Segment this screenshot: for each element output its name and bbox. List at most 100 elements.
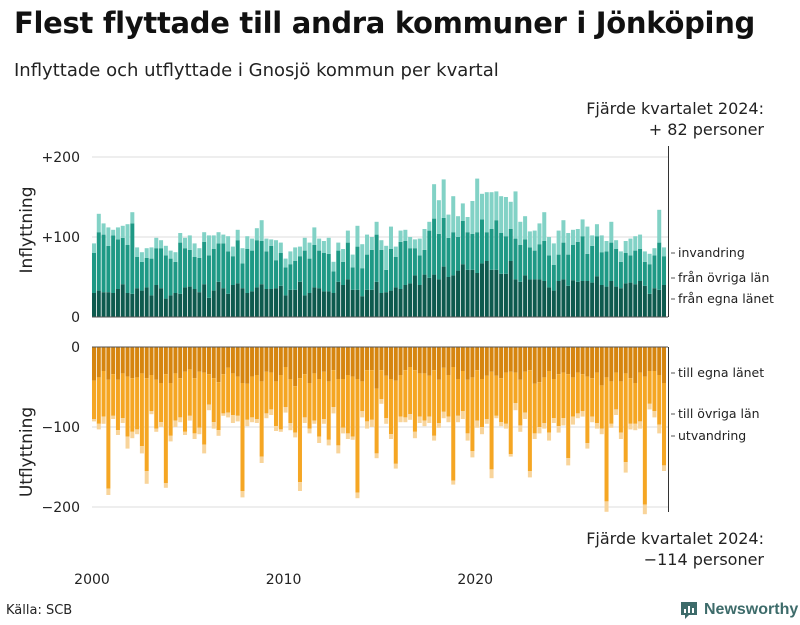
inflow-bar-invandring <box>398 230 403 242</box>
inflow-bar-egna <box>269 289 274 317</box>
outflow-bar-utvandring <box>642 504 647 515</box>
inflow-bar-invandring <box>369 237 374 250</box>
outflow-bar-ovriga <box>159 383 164 423</box>
outflow-bar-egna <box>532 347 537 384</box>
outflow-bar-ovriga <box>216 382 221 431</box>
inflow-bar-ovriga <box>269 245 274 289</box>
inflow-bar-egna <box>283 295 288 317</box>
outflow-bar-egna <box>240 347 245 383</box>
outflow-bar-ovriga <box>202 372 207 445</box>
inflow-bar-invandring <box>307 242 312 259</box>
outflow-bar-ovriga <box>211 378 216 423</box>
inflow-bar-ovriga <box>101 234 106 293</box>
inflow-bar-invandring <box>561 220 566 243</box>
outflow-bar-ovriga <box>144 378 149 471</box>
outflow-bar-egna <box>508 347 513 372</box>
inflow-bar-egna <box>163 298 168 317</box>
x-tick-label: 2000 <box>74 572 110 588</box>
outflow-bar-egna <box>494 347 499 376</box>
inflow-bar-egna <box>441 266 446 317</box>
outflow-bar-utvandring <box>226 412 231 418</box>
inflow-bar-ovriga <box>475 232 480 273</box>
inflow-bar-invandring <box>566 233 571 255</box>
inflow-bar-egna <box>96 290 101 317</box>
inflow-bar-egna <box>297 281 302 317</box>
inflow-bar-invandring <box>451 196 456 233</box>
inflow-bar-invandring <box>551 243 556 265</box>
inflow-bar-ovriga <box>623 253 628 284</box>
outflow-bar-egna <box>609 347 614 382</box>
outflow-bar-egna <box>484 347 489 376</box>
outflow-bar-utvandring <box>211 422 216 429</box>
outflow-bar-egna <box>297 347 302 379</box>
inflow-legend-label: invandring <box>678 245 745 260</box>
outflow-bar-utvandring <box>197 427 202 435</box>
inflow-bar-egna <box>633 284 638 317</box>
newsworthy-logo[interactable]: Newsworthy <box>679 600 798 620</box>
inflow-bar-invandring <box>250 238 255 251</box>
outflow-bar-ovriga <box>235 376 240 416</box>
outflow-axis-title: Utflyttning <box>17 407 37 497</box>
inflow-bar-ovriga <box>274 260 279 289</box>
outflow-bar-egna <box>489 347 494 372</box>
outflow-bar-utvandring <box>456 415 461 423</box>
outflow-bar-egna <box>360 347 365 382</box>
outflow-bar-egna <box>384 347 389 376</box>
outflow-bar-ovriga <box>192 378 197 434</box>
inflow-bar-ovriga <box>408 248 413 284</box>
outflow-bar-egna <box>503 347 508 373</box>
inflow-bar-ovriga <box>599 252 604 285</box>
outflow-bar-utvandring <box>192 433 197 439</box>
outflow-bar-utvandring <box>173 420 178 427</box>
inflow-bar-egna <box>642 285 647 317</box>
outflow-bar-utvandring <box>101 416 106 424</box>
outflow-bar-utvandring <box>369 419 374 427</box>
outflow-bar-utvandring <box>398 416 403 423</box>
inflow-bar-ovriga <box>652 255 657 289</box>
inflow-bar-invandring <box>642 251 647 262</box>
outflow-bar-utvandring <box>580 411 585 417</box>
outflow-bar-egna <box>441 347 446 368</box>
inflow-bar-ovriga <box>202 241 207 285</box>
callout-outflow-line2: −114 personer <box>643 550 764 569</box>
inflow-bar-ovriga <box>226 251 231 294</box>
inflow-bar-invandring <box>101 223 106 235</box>
inflow-bar-ovriga <box>154 248 159 285</box>
outflow-bar-ovriga <box>187 369 192 416</box>
inflow-bar-ovriga <box>139 261 144 291</box>
outflow-bar-utvandring <box>441 411 446 419</box>
inflow-bar-invandring <box>288 251 293 265</box>
inflow-bar-invandring <box>532 230 537 251</box>
outflow-bar-utvandring <box>537 427 542 434</box>
inflow-bar-ovriga <box>321 253 326 292</box>
inflow-bar-egna <box>139 290 144 317</box>
inflow-bar-egna <box>451 275 456 317</box>
inflow-bar-ovriga <box>374 234 379 282</box>
inflow-bar-ovriga <box>183 248 188 288</box>
inflow-bar-invandring <box>254 228 259 241</box>
inflow-bar-ovriga <box>499 233 504 274</box>
inflow-bar-invandring <box>432 184 437 219</box>
outflow-bar-ovriga <box>254 375 259 419</box>
outflow-bar-ovriga <box>250 376 255 418</box>
outflow-bar-utvandring <box>575 413 580 419</box>
inflow-bar-invandring <box>125 224 130 245</box>
outflow-bar-ovriga <box>336 379 341 446</box>
inflow-legend-label: från övriga län <box>678 270 769 285</box>
inflow-bar-egna <box>527 279 532 317</box>
inflow-bar-ovriga <box>135 257 140 289</box>
outflow-bar-egna <box>647 347 652 371</box>
inflow-bar-invandring <box>312 227 317 245</box>
inflow-bar-ovriga <box>250 250 255 292</box>
outflow-bar-ovriga <box>135 377 140 430</box>
inflow-bar-egna <box>403 285 408 317</box>
inflow-bar-invandring <box>594 224 599 237</box>
inflow-bar-ovriga <box>604 251 609 287</box>
outflow-bar-utvandring <box>321 419 326 424</box>
inflow-bar-ovriga <box>571 245 575 281</box>
outflow-bar-ovriga <box>149 375 154 411</box>
outflow-bar-ovriga <box>379 370 384 399</box>
outflow-bar-egna <box>221 347 226 375</box>
outflow-bar-utvandring <box>115 430 120 435</box>
inflow-bar-invandring <box>331 261 336 272</box>
